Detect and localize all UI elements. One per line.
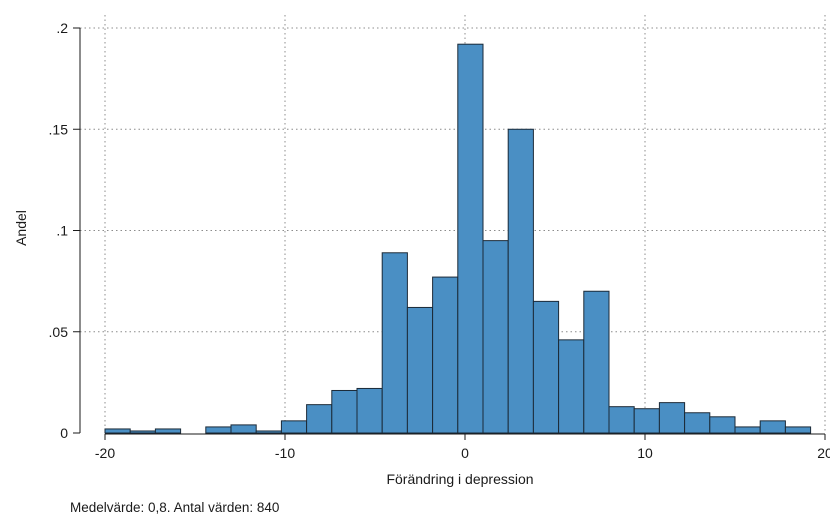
- bar-25: [734, 426, 761, 434]
- bar-17: [532, 300, 560, 434]
- bar-14: [457, 43, 484, 434]
- x-axis-title: Förändring i depression: [386, 471, 533, 487]
- x-tick-label-1: -10: [275, 445, 295, 461]
- histogram-bars: [104, 43, 812, 434]
- bar-23: [684, 412, 711, 434]
- bar-24: [709, 416, 736, 434]
- bar-9: [331, 389, 358, 434]
- y-tick-label-3: .15: [49, 121, 69, 137]
- x-tick-label-2: 0: [461, 445, 469, 461]
- bar-11: [381, 252, 408, 434]
- y-tick-label-0: 0: [60, 425, 68, 441]
- y-tick-label-2: .1: [56, 223, 68, 239]
- bar-20: [608, 406, 635, 434]
- x-axis-ticks: -20 -10 0 10 20: [95, 434, 830, 461]
- bar-5: [230, 424, 257, 434]
- bar-1: [129, 430, 156, 434]
- y-axis-title: Andel: [13, 210, 29, 246]
- bar-16: [507, 128, 534, 434]
- bar-26: [759, 420, 786, 434]
- bar-19: [583, 290, 610, 434]
- bar-27: [784, 426, 812, 434]
- bar-15: [482, 240, 509, 434]
- bar-13: [432, 276, 459, 434]
- x-tick-label-3: 10: [637, 445, 653, 461]
- summary-note: Medelvärde: 0,8. Antal värden: 840: [70, 500, 280, 515]
- bar-18: [558, 339, 585, 434]
- x-tick-label-4: 20: [817, 445, 830, 461]
- y-tick-label-1: .05: [49, 324, 69, 340]
- bar-22: [658, 402, 686, 434]
- bar-2: [154, 428, 182, 434]
- bar-21: [633, 408, 660, 434]
- bar-10: [356, 387, 383, 434]
- y-tick-label-4: .2: [56, 20, 68, 36]
- bar-7: [280, 420, 308, 434]
- bar-8: [306, 404, 333, 434]
- y-axis-ticks: 0 .05 .1 .15 .2: [49, 20, 80, 441]
- bar-4: [205, 426, 232, 434]
- bar-6: [255, 430, 282, 434]
- bar-0: [104, 428, 131, 434]
- bar-12: [406, 306, 434, 434]
- x-tick-label-0: -20: [95, 445, 115, 461]
